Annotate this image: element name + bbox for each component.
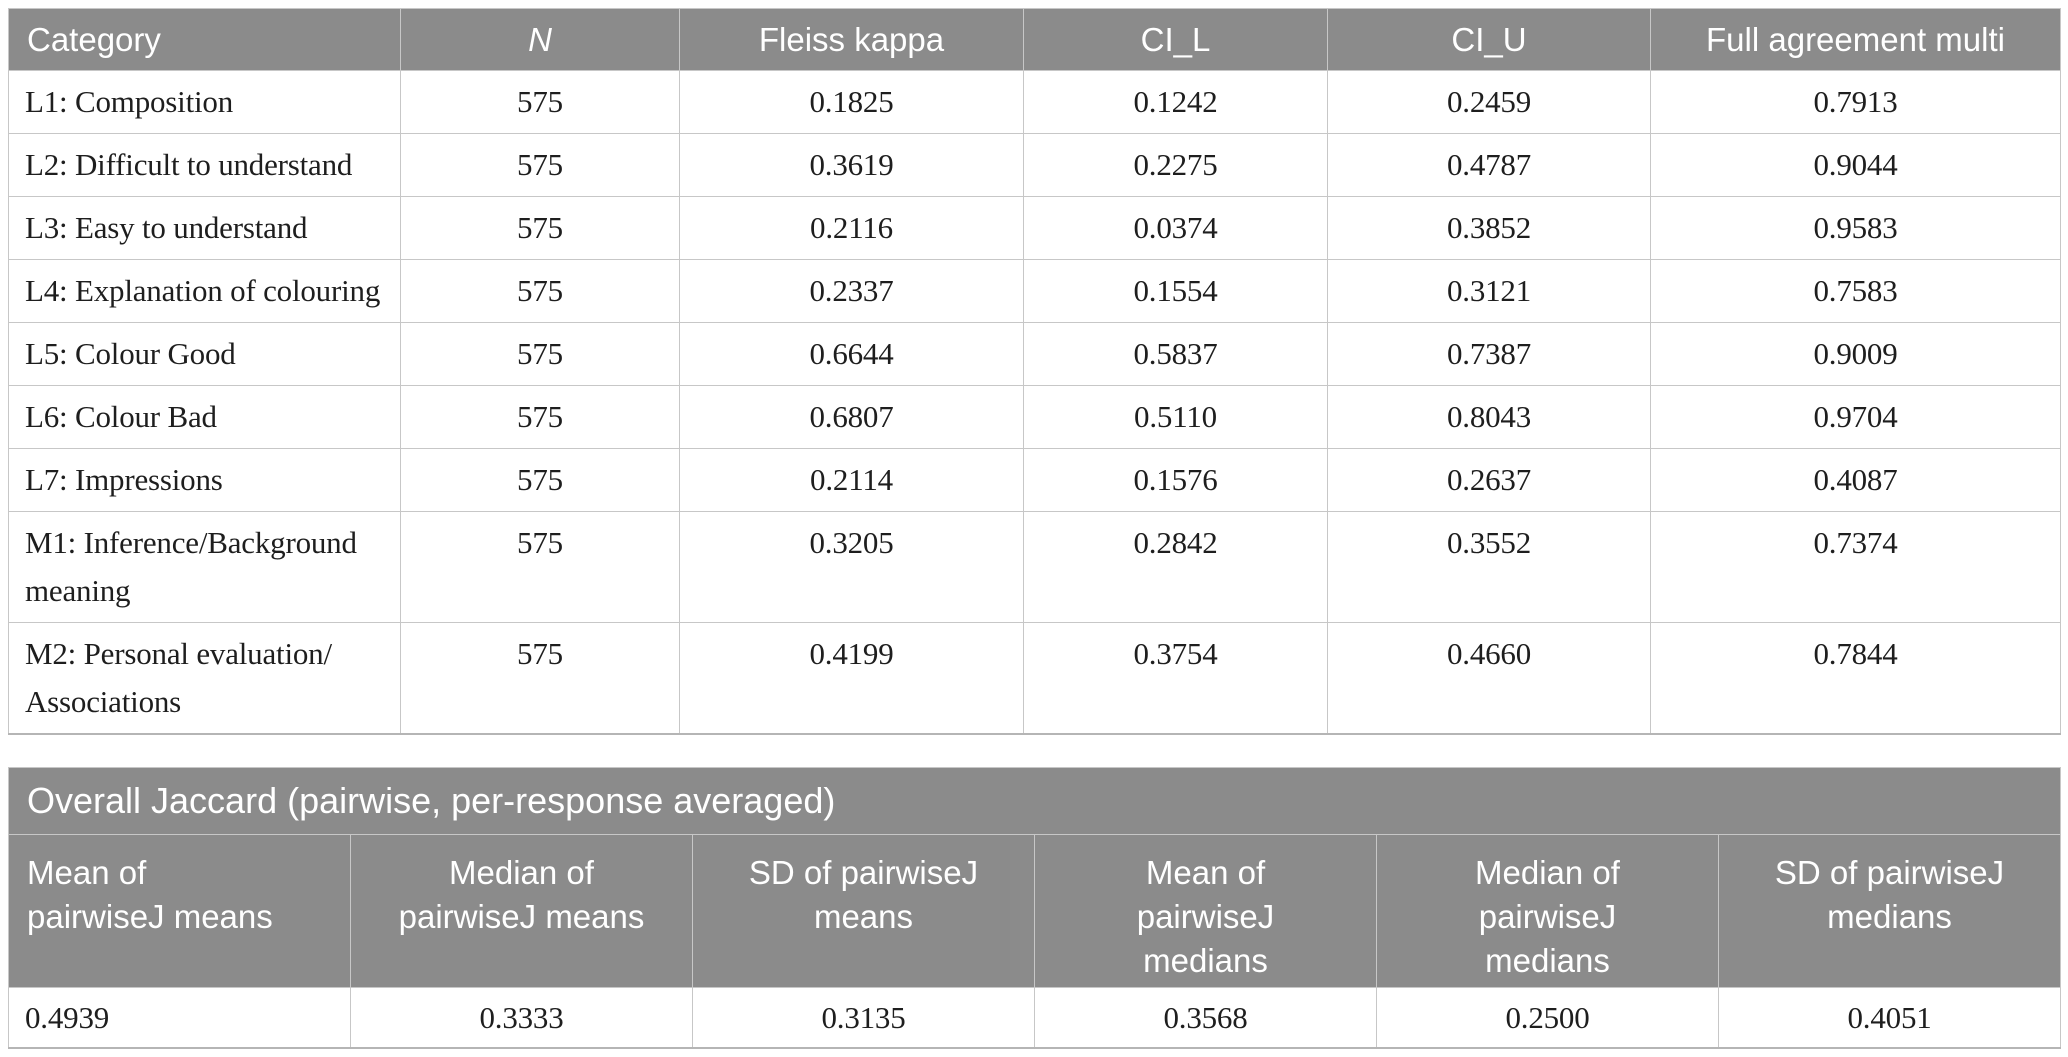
value-cell: 0.3205 (679, 511, 1024, 623)
value-cell: 0.2842 (1023, 511, 1328, 623)
jaccard-header-row: Mean of pairwiseJ means Median of pairwi… (8, 834, 2062, 988)
category-cell: L6: Colour Bad (8, 385, 401, 449)
value-cell: 0.7844 (1650, 622, 2061, 735)
value-cell: 575 (400, 622, 680, 735)
value-cell: 0.4051 (1717, 987, 2062, 1049)
table-row: L6: Colour Bad 575 0.6807 0.5110 0.8043 0.970… (8, 385, 2061, 449)
value-cell: 0.1242 (1023, 70, 1328, 134)
value-cell: 0.3619 (679, 133, 1024, 197)
agreement-table-body: L1: Composition 575 0.1825 0.1242 0.2459 0.79… (8, 70, 2061, 735)
value-cell: 0.7583 (1650, 259, 2061, 323)
value-cell: 0.1825 (679, 70, 1024, 134)
table-row: L2: Difficult to understand 575 0.3619 0.22… (8, 133, 2061, 197)
value-cell: 575 (400, 259, 680, 323)
value-cell: 575 (400, 70, 680, 134)
value-cell: 0.5110 (1023, 385, 1328, 449)
category-cell: M1: Inference/Background meaning (8, 511, 401, 623)
value-cell: 0.5837 (1023, 322, 1328, 386)
value-cell: 0.9009 (1650, 322, 2061, 386)
jaccard-table: Overall Jaccard (pairwise, per-response … (7, 767, 2062, 1049)
value-cell: 0.2116 (679, 196, 1024, 260)
jaccard-table-header: Overall Jaccard (pairwise, per-response … (7, 767, 2062, 988)
value-cell: 0.3121 (1327, 259, 1651, 323)
agreement-table-header: Category N Fleiss kappa CI_L CI_U Full a… (8, 8, 2061, 71)
value-cell: 0.3568 (1034, 987, 1377, 1049)
value-cell: 0.6644 (679, 322, 1024, 386)
value-cell: 0.3754 (1023, 622, 1328, 735)
value-cell: 0.2114 (679, 448, 1024, 512)
value-cell: 0.2459 (1327, 70, 1651, 134)
value-cell: 0.9704 (1650, 385, 2061, 449)
value-cell: 0.2337 (679, 259, 1024, 323)
column-header-median-pairwisej-medians: Median of pairwiseJ medians (1376, 834, 1719, 988)
value-cell: 0.2500 (1376, 987, 1719, 1049)
category-cell: M2: Personal evaluation/ Associations (8, 622, 401, 735)
category-cell: L3: Easy to understand (8, 196, 401, 260)
value-cell: 575 (400, 133, 680, 197)
value-cell: 575 (400, 448, 680, 512)
value-cell: 0.3552 (1327, 511, 1651, 623)
table-row: M1: Inference/Background meaning 575 0.320… (8, 511, 2061, 623)
value-cell: 575 (400, 196, 680, 260)
value-cell: 0.1576 (1023, 448, 1328, 512)
table-row: L5: Colour Good 575 0.6644 0.5837 0.7387 0.90… (8, 322, 2061, 386)
table-row: L7: Impressions 575 0.2114 0.1576 0.2637 0.40… (8, 448, 2061, 512)
value-cell: 575 (400, 322, 680, 386)
table-row: L3: Easy to understand 575 0.2116 0.0374 0.3… (8, 196, 2061, 260)
column-header-fleiss-kappa: Fleiss kappa (679, 8, 1024, 71)
value-cell: 0.3333 (350, 987, 693, 1049)
value-cell: 0.1554 (1023, 259, 1328, 323)
agreement-table: Category N Fleiss kappa CI_L CI_U Full a… (8, 8, 2061, 735)
value-cell: 0.8043 (1327, 385, 1651, 449)
value-cell: 0.0374 (1023, 196, 1328, 260)
column-header-ci-u: CI_U (1327, 8, 1651, 71)
jaccard-values-row: 0.4939 0.3333 0.3135 0.3568 0.2500 0.405… (8, 987, 2062, 1049)
value-cell: 0.4939 (8, 987, 351, 1049)
value-cell: 0.7913 (1650, 70, 2061, 134)
column-header-sd-pairwisej-means: SD of pairwiseJ means (692, 834, 1035, 988)
category-cell: L2: Difficult to understand (8, 133, 401, 197)
column-header-median-pairwisej-means: Median of pairwiseJ means (350, 834, 693, 988)
value-cell: 575 (400, 385, 680, 449)
category-cell: L5: Colour Good (8, 322, 401, 386)
value-cell: 575 (400, 511, 680, 623)
value-cell: 0.4199 (679, 622, 1024, 735)
jaccard-title-row: Overall Jaccard (pairwise, per-response … (7, 767, 2062, 835)
value-cell: 0.4660 (1327, 622, 1651, 735)
value-cell: 0.7387 (1327, 322, 1651, 386)
header-row: Category N Fleiss kappa CI_L CI_U Full a… (8, 8, 2061, 71)
column-header-ci-l: CI_L (1023, 8, 1328, 71)
value-cell: 0.4087 (1650, 448, 2061, 512)
value-cell: 0.6807 (679, 385, 1024, 449)
value-cell: 0.3135 (692, 987, 1035, 1049)
table-row: L4: Explanation of colouring 575 0.2337 0.1… (8, 259, 2061, 323)
jaccard-table-title: Overall Jaccard (pairwise, per-response … (7, 767, 2062, 835)
value-cell: 0.3852 (1327, 196, 1651, 260)
column-header-mean-pairwisej-means: Mean of pairwiseJ means (8, 834, 351, 988)
value-cell: 0.2275 (1023, 133, 1328, 197)
category-cell: L4: Explanation of colouring (8, 259, 401, 323)
column-header-mean-pairwisej-medians: Mean of pairwiseJ medians (1034, 834, 1377, 988)
category-cell: L7: Impressions (8, 448, 401, 512)
value-cell: 0.7374 (1650, 511, 2061, 623)
column-header-sd-pairwisej-medians: SD of pairwiseJ medians (1717, 834, 2062, 988)
value-cell: 0.9044 (1650, 133, 2061, 197)
column-header-category: Category (8, 8, 401, 71)
category-cell: L1: Composition (8, 70, 401, 134)
table-row: L1: Composition 575 0.1825 0.1242 0.2459 0.79… (8, 70, 2061, 134)
value-cell: 0.4787 (1327, 133, 1651, 197)
column-header-full-agreement-multi: Full agreement multi (1650, 8, 2061, 71)
table-row: M2: Personal evaluation/ Associations 575… (8, 622, 2061, 735)
value-cell: 0.9583 (1650, 196, 2061, 260)
value-cell: 0.2637 (1327, 448, 1651, 512)
jaccard-table-body: 0.4939 0.3333 0.3135 0.3568 0.2500 0.405… (8, 987, 2062, 1049)
column-header-n: N (400, 8, 680, 71)
